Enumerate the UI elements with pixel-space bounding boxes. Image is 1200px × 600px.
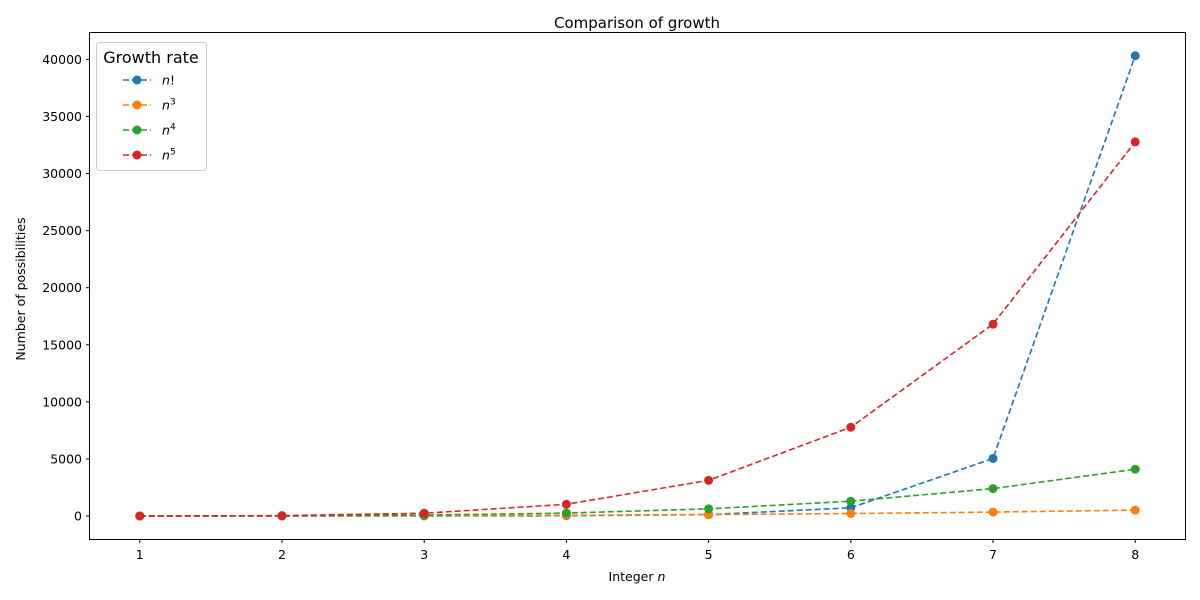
legend-box bbox=[96, 42, 207, 171]
data-point bbox=[988, 484, 998, 494]
series-line bbox=[139, 55, 1136, 517]
x-axis-label: Integer n bbox=[609, 569, 666, 584]
plot-area bbox=[89, 32, 1186, 540]
legend-label: n3 bbox=[162, 98, 176, 113]
y-axis-label: Number of possibilities bbox=[13, 217, 28, 360]
legend-marker bbox=[132, 100, 142, 110]
y-tick-label: 40000 bbox=[42, 52, 82, 67]
legend-label: n4 bbox=[162, 123, 176, 138]
legend-entry: n5 bbox=[123, 148, 176, 163]
legend-label: n! bbox=[162, 73, 175, 88]
data-point bbox=[561, 499, 571, 509]
y-tick-label: 0 bbox=[74, 508, 82, 523]
legend-label: n5 bbox=[162, 148, 176, 163]
series-1 bbox=[135, 51, 1140, 521]
legend-label-sup: 5 bbox=[170, 148, 176, 158]
x-axis-label-text: Integer bbox=[609, 569, 658, 584]
series-layer bbox=[135, 51, 1140, 521]
plot-frame bbox=[89, 32, 1186, 540]
x-tick-label: 7 bbox=[989, 547, 997, 562]
y-tick-label: 15000 bbox=[42, 337, 82, 352]
legend-entry: n3 bbox=[123, 98, 176, 113]
data-point bbox=[846, 509, 856, 519]
y-tick-label: 25000 bbox=[42, 223, 82, 238]
data-point bbox=[1130, 137, 1140, 147]
legend-label-base: n bbox=[162, 148, 170, 163]
data-point bbox=[988, 319, 998, 329]
data-point bbox=[1130, 505, 1140, 515]
x-tick-label: 4 bbox=[562, 547, 570, 562]
y-tick-label: 5000 bbox=[50, 451, 82, 466]
y-tick-label: 20000 bbox=[42, 280, 82, 295]
data-point bbox=[846, 496, 856, 506]
series-line bbox=[139, 141, 1136, 517]
legend-label-sup: 3 bbox=[170, 98, 176, 108]
data-point bbox=[1130, 51, 1140, 61]
data-point bbox=[988, 507, 998, 517]
legend-marker bbox=[132, 75, 142, 85]
chart-title: Comparison of growth bbox=[554, 14, 720, 32]
data-point bbox=[704, 504, 714, 514]
y-tick-label: 10000 bbox=[42, 394, 82, 409]
data-point bbox=[988, 453, 998, 463]
data-point bbox=[561, 508, 571, 518]
x-tick-label: 1 bbox=[136, 547, 144, 562]
x-tick-label: 6 bbox=[847, 547, 855, 562]
legend-title: Growth rate bbox=[103, 48, 199, 67]
x-axis-label-var: n bbox=[658, 569, 666, 584]
legend-label-sup: 4 bbox=[170, 123, 176, 133]
series-2 bbox=[135, 505, 1140, 521]
x-tick-label: 5 bbox=[705, 547, 713, 562]
y-tick-label: 35000 bbox=[42, 109, 82, 124]
y-axis: 0 5000 10000 15000 20000 25000 30000 35000 40000 bbox=[42, 52, 90, 523]
x-tick-label: 8 bbox=[1131, 547, 1139, 562]
series-4 bbox=[135, 137, 1140, 521]
x-tick-label: 2 bbox=[278, 547, 286, 562]
y-tick-label: 30000 bbox=[42, 166, 82, 181]
x-tick-label: 3 bbox=[420, 547, 428, 562]
data-point bbox=[846, 422, 856, 432]
legend-entry: n! bbox=[123, 73, 175, 88]
legend-entry: n4 bbox=[123, 123, 176, 138]
legend-label-base: n bbox=[162, 73, 170, 88]
data-point bbox=[704, 475, 714, 485]
data-point bbox=[419, 508, 429, 518]
data-point bbox=[135, 511, 145, 521]
data-point bbox=[1130, 464, 1140, 474]
legend-label-base: n bbox=[162, 98, 170, 113]
legend-label-suffix: ! bbox=[170, 73, 175, 88]
x-axis: 1 2 3 4 5 6 7 8 bbox=[136, 539, 1139, 562]
data-point bbox=[277, 511, 287, 521]
legend-label-base: n bbox=[162, 123, 170, 138]
legend-marker bbox=[132, 150, 142, 160]
legend-marker bbox=[132, 125, 142, 135]
